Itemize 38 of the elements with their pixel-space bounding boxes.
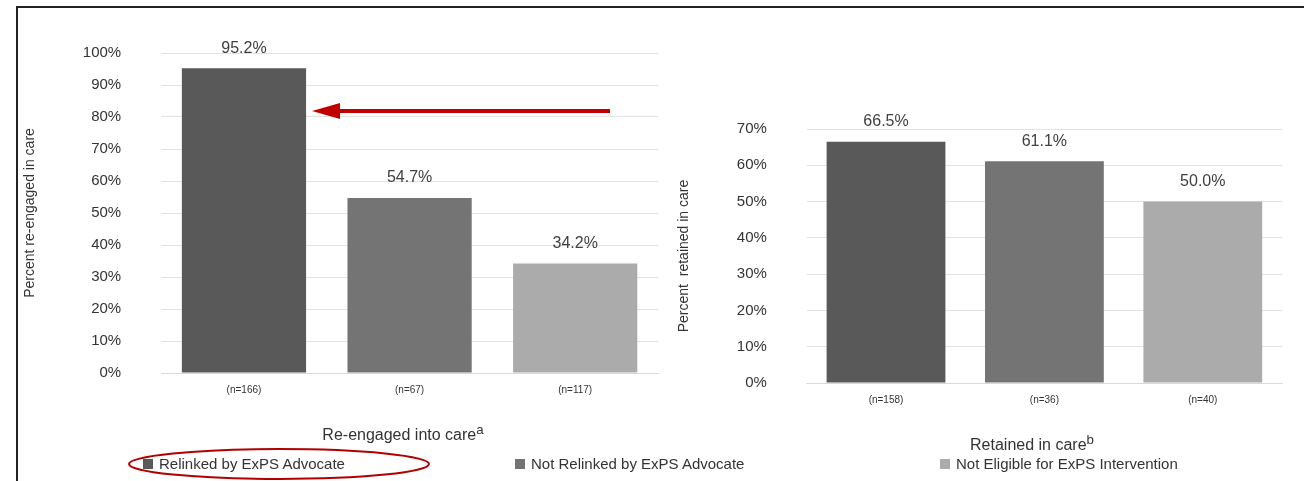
y-tick-label: 50% xyxy=(736,191,767,209)
x-axis-title: Retained in care$^{b}$ xyxy=(969,432,1095,455)
legend-label: Not Relinked by ExPS Advocate xyxy=(531,455,745,472)
y-tick-label: 20% xyxy=(91,299,122,317)
y-tick-label: 50% xyxy=(91,203,122,221)
y-tick-label: 40% xyxy=(91,235,122,253)
x-tick-label: (n=40) xyxy=(1188,393,1218,405)
data-label: 54.7% xyxy=(386,168,433,186)
y-tick-label: 20% xyxy=(736,300,767,318)
legend-label: Relinked by ExPS Advocate xyxy=(159,455,345,472)
x-tick-label: (n=166) xyxy=(226,383,262,395)
data-label: 34.2% xyxy=(552,233,598,251)
y-tick-label: 0% xyxy=(745,373,767,391)
y-tick-label: 100% xyxy=(82,43,122,61)
y-axis-title: Percent retained in care xyxy=(675,179,692,333)
legend-label: Not Eligible for ExPS Intervention xyxy=(956,455,1178,472)
y-tick-label: 40% xyxy=(736,228,767,245)
x-tick-label: (n=67) xyxy=(394,383,425,395)
data-label: 50.0% xyxy=(1180,171,1226,189)
data-label: 61.1% xyxy=(1021,131,1068,149)
y-tick-label: 80% xyxy=(91,107,122,125)
y-tick-label: 10% xyxy=(91,331,122,349)
x-tick-label: (n=117) xyxy=(558,383,593,395)
y-axis-title: Percent re-engaged in care xyxy=(21,127,38,298)
x-axis-title: Re-engaged into care$^{a}$ xyxy=(321,422,485,445)
x-tick-label: (n=158) xyxy=(868,393,904,405)
y-tick-label: 30% xyxy=(91,267,122,285)
y-tick-label: 60% xyxy=(736,155,767,173)
y-tick-label: 10% xyxy=(736,336,767,354)
y-tick-label: 30% xyxy=(736,264,767,282)
y-tick-label: 70% xyxy=(736,119,767,137)
y-tick-label: 60% xyxy=(91,171,122,189)
x-tick-label: (n=36) xyxy=(1029,393,1059,405)
data-label: 95.2% xyxy=(221,38,267,56)
y-tick-label: 0% xyxy=(99,363,122,381)
y-tick-label: 90% xyxy=(91,75,122,93)
y-tick-label: 70% xyxy=(91,139,122,157)
data-label: 66.5% xyxy=(863,112,909,130)
